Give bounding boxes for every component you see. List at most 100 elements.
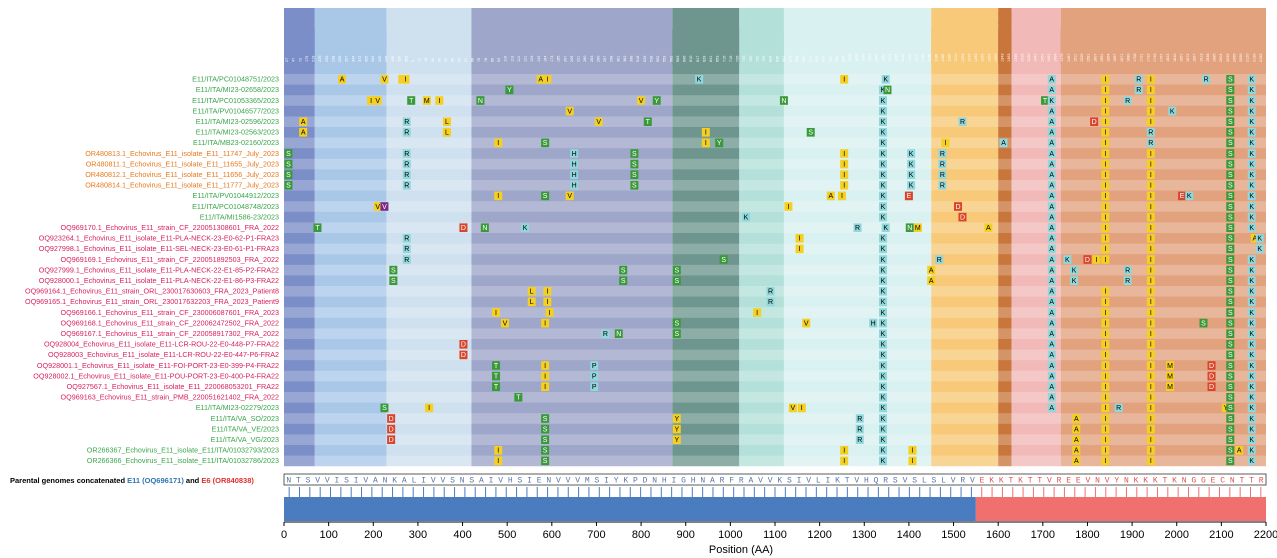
mutation-residue: A — [828, 193, 833, 200]
sequence-label: OQ969168.1_Echovirus_E11_strain_CF_22006… — [61, 318, 279, 327]
position-tick: 45 — [437, 58, 441, 62]
mutation-residue: S — [674, 331, 679, 338]
mutation-residue: A — [1049, 236, 1054, 243]
sequence-label: OR480811.1_Echovirus_E11_isolate_E11_116… — [86, 159, 279, 168]
mutation-box — [1247, 340, 1256, 349]
mutation-box — [1226, 159, 1235, 169]
consensus-residue: K — [623, 477, 628, 486]
mutation-residue: K — [1249, 289, 1254, 296]
mutation-box — [869, 318, 878, 328]
consensus-residue: R — [739, 477, 744, 486]
mutation-residue: S — [543, 416, 548, 423]
sequence-label: E11/ITA/VA_VG/2023 — [211, 435, 279, 444]
position-tick: 1283 — [974, 54, 978, 62]
mutation-residue: A — [1074, 416, 1079, 423]
position-tick: 1746 — [1153, 54, 1157, 62]
mutation-box — [402, 117, 411, 126]
mutation-box — [1146, 85, 1155, 95]
mutation-box — [1202, 75, 1211, 84]
mutation-box — [402, 149, 411, 158]
mutation-residue: R — [404, 246, 409, 253]
mutation-box — [442, 117, 451, 126]
mutation-box — [1235, 446, 1244, 455]
position-tick: 2004 — [1219, 54, 1223, 62]
row-stripe — [284, 455, 1266, 467]
x-tick-label: 2100 — [1209, 529, 1233, 541]
consensus-residue: I — [354, 477, 359, 486]
mutation-residue: I — [1104, 130, 1106, 137]
mutation-residue: K — [881, 299, 886, 306]
mutation-box — [840, 75, 849, 84]
consensus-residue: L — [412, 477, 417, 486]
mutation-box — [840, 446, 849, 455]
mutation-box — [672, 329, 681, 338]
position-tick: 1169 — [941, 54, 945, 62]
mutation-residue: D — [389, 416, 394, 423]
position-tick: 398 — [630, 56, 634, 62]
consensus-residue: F — [729, 477, 734, 486]
position-tick: 256 — [338, 56, 342, 62]
mutation-residue: K — [881, 458, 886, 465]
mutation-box — [435, 96, 444, 105]
row-stripe — [284, 264, 1266, 276]
mutation-box — [766, 287, 775, 296]
mutation-residue: I — [1104, 320, 1106, 327]
mutation-residue: H — [871, 320, 876, 327]
mutation-box — [541, 361, 550, 370]
sequence-label: OQ969169.1_Echovirus_E11_strain_CF_22005… — [61, 255, 279, 264]
mutation-residue: A — [1049, 193, 1054, 200]
consensus-residue: V — [768, 477, 773, 486]
consensus-residue: T — [1249, 477, 1254, 486]
position-tick: 1721 — [1140, 54, 1144, 62]
mutation-residue: A — [1049, 130, 1054, 137]
mutation-box — [879, 117, 888, 126]
mutation-box — [1199, 318, 1208, 328]
mutation-residue: S — [1228, 458, 1233, 465]
region-band-3b — [998, 8, 1012, 467]
mutation-box — [1255, 234, 1264, 243]
mutation-residue: I — [1104, 225, 1106, 232]
consensus-residue: T — [296, 477, 301, 486]
mutation-box — [1101, 138, 1110, 148]
consensus-residue: H — [662, 477, 667, 486]
position-tick: 1040 — [861, 54, 865, 62]
mutation-box — [1247, 138, 1256, 148]
mutation-box — [1247, 265, 1256, 275]
mutation-residue: K — [909, 161, 914, 168]
mutation-residue: K — [881, 140, 886, 147]
consensus-residue: T — [1240, 477, 1245, 486]
mutation-residue: K — [1249, 416, 1254, 423]
position-tick: 1478 — [1060, 54, 1064, 62]
row-stripe — [284, 95, 1266, 106]
mutation-box — [1101, 318, 1110, 328]
position-tick: 1185 — [948, 54, 952, 62]
mutation-box — [741, 212, 750, 222]
mutation-box — [1247, 424, 1256, 434]
mutation-box — [879, 255, 888, 264]
mutation-box — [1146, 202, 1155, 211]
mutation-box — [1101, 75, 1110, 84]
position-tick: 862 — [782, 56, 786, 62]
region-band-2a — [672, 8, 740, 467]
mutation-box — [879, 191, 888, 201]
mutation-box — [313, 223, 322, 232]
mutation-residue: S — [632, 161, 637, 168]
mutation-box — [1072, 414, 1081, 423]
mutation-box — [1250, 234, 1259, 243]
mutation-residue: S — [391, 278, 396, 285]
consensus-residue: I — [797, 477, 802, 486]
mutation-residue: D — [461, 225, 466, 232]
position-tick: 1671 — [1120, 54, 1124, 62]
mutation-box — [1146, 265, 1155, 275]
region-band-vp1 — [471, 8, 673, 467]
mutation-box — [1072, 456, 1081, 466]
mutation-box — [1226, 75, 1235, 84]
mutation-residue: I — [1150, 448, 1152, 455]
mutation-residue: A — [1074, 426, 1079, 433]
mutation-residue: I — [787, 204, 789, 211]
mutation-box — [1047, 329, 1056, 338]
mutation-box — [1101, 424, 1110, 434]
mutation-box — [1047, 403, 1056, 413]
mutation-box — [541, 414, 550, 423]
mutation-box — [1101, 117, 1110, 126]
